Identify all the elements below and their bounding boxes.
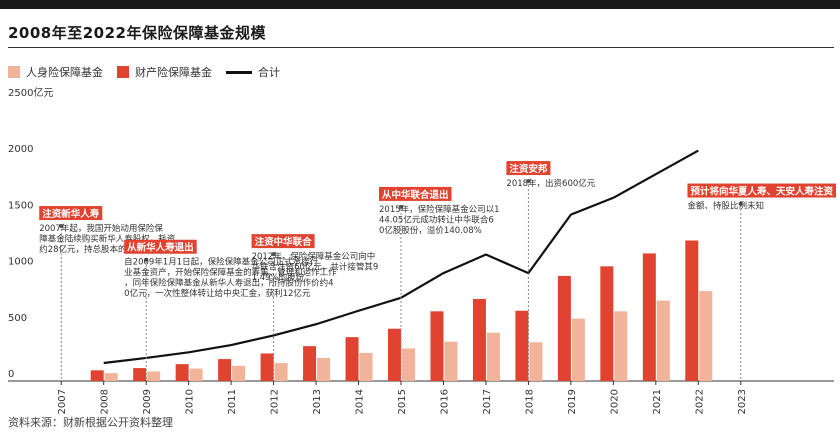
legend-swatch-life xyxy=(8,66,20,78)
source-note: 资料来源：财新根据公开资料整理 xyxy=(8,416,173,429)
legend-item-total: 合计 xyxy=(226,64,280,80)
bar-life xyxy=(614,311,628,381)
annotation-label: 从新华人寿退出 xyxy=(127,242,194,254)
bar-life xyxy=(189,368,203,381)
chart-title: 2008年至2022年保险保障基金规模 xyxy=(8,24,266,42)
annotation-label-box xyxy=(39,206,103,221)
annotation-marker xyxy=(271,252,276,257)
bar-life xyxy=(147,371,161,381)
x-tick-label: 2017 xyxy=(482,389,493,414)
bar-life xyxy=(699,291,713,381)
bar-property xyxy=(303,346,317,381)
x-tick-label: 2016 xyxy=(439,389,450,414)
annotation-label: 注资中华联合 xyxy=(255,236,313,248)
annotation-marker xyxy=(526,179,531,184)
annotation-label-box xyxy=(506,161,551,176)
y-tick-label: 2000 xyxy=(8,144,33,155)
bar-life xyxy=(656,300,670,381)
annotation-label: 从中华联合退出 xyxy=(382,189,449,201)
x-tick-label: 2013 xyxy=(312,389,323,414)
bar-property xyxy=(642,253,656,381)
x-tick-label: 2022 xyxy=(694,389,705,414)
annotation-text: 2012年，保险保障基金公司向中华联合注资60亿元，共计接管其9 1.49%的股份 xyxy=(252,251,379,283)
bar-property xyxy=(133,368,147,381)
y-tick-label: 2500亿元 xyxy=(8,86,53,99)
x-tick-label: 2008 xyxy=(100,389,111,414)
legend-label-property: 财产险保障基金 xyxy=(135,66,212,79)
bar-life xyxy=(486,332,500,381)
x-tick-label: 2015 xyxy=(397,389,408,414)
bar-life xyxy=(274,363,288,381)
bar-property xyxy=(345,337,359,381)
x-tick-label: 2011 xyxy=(227,389,238,414)
annotation-label-box xyxy=(124,239,197,254)
annotation-text: 2018年，出资600亿元 xyxy=(506,178,595,189)
bar-life xyxy=(317,357,331,381)
legend-item-property: 财产险保障基金 xyxy=(117,64,212,80)
legend: 人身险保障基金 财产险保障基金 合计 xyxy=(8,64,294,80)
annotation-marker xyxy=(738,201,743,206)
annotation-label: 注资安邦 xyxy=(509,163,548,175)
x-tick-label: 2010 xyxy=(185,389,196,414)
bar-property xyxy=(472,298,486,381)
bar-life xyxy=(571,318,585,381)
legend-item-life: 人身险保障基金 xyxy=(8,64,103,80)
y-tick-label: 500 xyxy=(8,313,27,324)
title-divider xyxy=(8,47,834,48)
legend-label-life: 人身险保障基金 xyxy=(26,66,103,79)
y-tick-label: 1000 xyxy=(8,257,33,268)
bar-property xyxy=(218,359,232,381)
annotation-text: 自2009年1月1日起，保险保障基金公司正式承接行业基金资产，开始保险保障基金的… xyxy=(124,257,337,300)
annotation-label: 注资新华人寿 xyxy=(42,208,100,220)
bar-property xyxy=(430,311,444,381)
bar-property xyxy=(600,266,614,381)
bar-life xyxy=(232,365,246,381)
bar-life xyxy=(444,341,458,381)
bar-life xyxy=(104,373,118,381)
x-tick-label: 2012 xyxy=(270,389,281,414)
bar-property xyxy=(685,240,699,381)
y-tick-label: 1500 xyxy=(8,200,33,211)
annotation-label-box xyxy=(251,234,315,249)
bar-life xyxy=(359,352,373,381)
bar-life xyxy=(402,348,415,381)
legend-line-total xyxy=(226,70,252,74)
x-tick-label: 2020 xyxy=(609,389,620,414)
annotation-marker xyxy=(59,224,64,229)
x-tick-label: 2007 xyxy=(57,389,68,414)
annotation-text: 2007年起，我国开始动用保险保障基金陆续购买新华人寿股权，耗资约28亿元，持总… xyxy=(39,223,176,255)
x-tick-label: 2018 xyxy=(524,389,535,414)
x-tick-label: 2009 xyxy=(142,389,153,414)
top-bar xyxy=(0,0,840,9)
annotation-label: 预计将向华夏人寿、天安人寿注资 xyxy=(690,186,833,198)
legend-label-total: 合计 xyxy=(258,66,280,79)
x-tick-label: 2019 xyxy=(567,389,578,414)
annotation-text: 2015年，保险保障基金公司以1 44.05亿元成功转让中华联合6 0亿股股份，溢价… xyxy=(379,204,500,236)
x-tick-label: 2014 xyxy=(355,389,366,414)
bar-property xyxy=(260,353,274,381)
annotation-text: 金额、持股比例未知 xyxy=(687,201,764,212)
annotation-marker xyxy=(144,257,149,262)
x-tick-label: 2023 xyxy=(737,389,748,414)
bar-property xyxy=(175,364,189,381)
annotation-label-box xyxy=(687,183,836,198)
bar-life xyxy=(529,342,543,381)
bar-property xyxy=(90,370,104,381)
annotation-marker xyxy=(399,204,403,209)
bar-property xyxy=(515,310,529,381)
legend-swatch-property xyxy=(117,66,129,78)
annotation-label-box xyxy=(379,186,452,201)
y-tick-label: 0 xyxy=(8,369,14,380)
x-tick-label: 2021 xyxy=(652,389,663,414)
bar-property xyxy=(557,275,571,381)
bar-property xyxy=(388,328,401,381)
